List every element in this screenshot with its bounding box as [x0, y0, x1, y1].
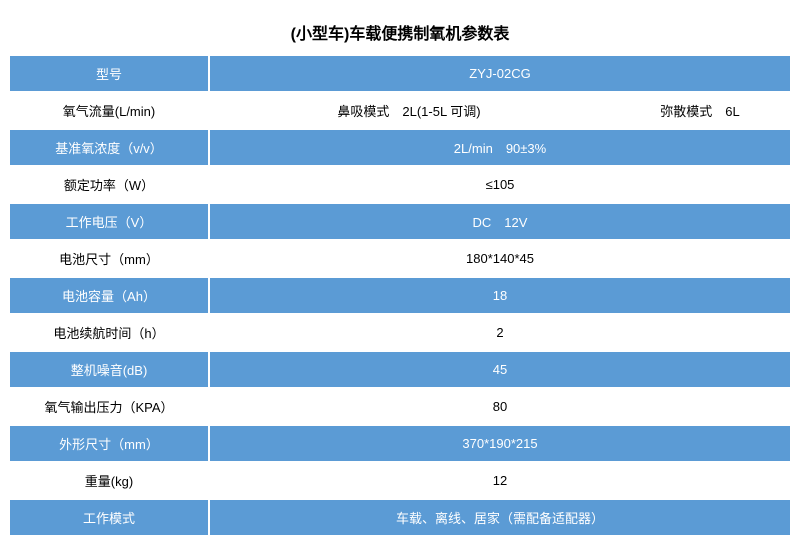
row-value-left: 鼻吸模式 2L(1-5L 可调)	[209, 92, 609, 129]
row-value: 180*140*45	[209, 240, 791, 277]
row-label: 基准氧浓度（v/v）	[9, 129, 209, 166]
row-label: 外形尺寸（mm）	[9, 425, 209, 462]
table-row: 氧气流量(L/min)鼻吸模式 2L(1-5L 可调)弥散模式 6L	[9, 92, 791, 129]
row-label: 额定功率（W）	[9, 166, 209, 203]
row-label: 工作电压（V）	[9, 203, 209, 240]
row-label: 氧气流量(L/min)	[9, 92, 209, 129]
row-label: 电池容量（Ah）	[9, 277, 209, 314]
row-value-right: 弥散模式 6L	[609, 92, 791, 129]
row-value: DC 12V	[209, 203, 791, 240]
table-row: 工作电压（V）DC 12V	[9, 203, 791, 240]
table-row: 电池续航时间（h）2	[9, 314, 791, 351]
row-label: 整机噪音(dB)	[9, 351, 209, 388]
table-row: 型号ZYJ-02CG	[9, 55, 791, 92]
row-value: 80	[209, 388, 791, 425]
row-label: 工作模式	[9, 499, 209, 536]
row-value: 45	[209, 351, 791, 388]
table-row: 整机噪音(dB)45	[9, 351, 791, 388]
row-label: 电池续航时间（h）	[9, 314, 209, 351]
row-value: 18	[209, 277, 791, 314]
table-row: 电池尺寸（mm）180*140*45	[9, 240, 791, 277]
table-row: 额定功率（W）≤105	[9, 166, 791, 203]
row-value: 车载、离线、居家（需配备适配器）	[209, 499, 791, 536]
row-label: 电池尺寸（mm）	[9, 240, 209, 277]
row-value: 12	[209, 462, 791, 499]
row-label: 型号	[9, 55, 209, 92]
table-title: (小型车)车载便携制氧机参数表	[9, 9, 791, 55]
row-value: 370*190*215	[209, 425, 791, 462]
table-body: 型号ZYJ-02CG氧气流量(L/min)鼻吸模式 2L(1-5L 可调)弥散模…	[9, 55, 791, 536]
table-row: 重量(kg)12	[9, 462, 791, 499]
table-row: 外形尺寸（mm）370*190*215	[9, 425, 791, 462]
row-label: 重量(kg)	[9, 462, 209, 499]
table-row: 氧气输出压力（KPA）80	[9, 388, 791, 425]
row-label: 氧气输出压力（KPA）	[9, 388, 209, 425]
spec-table: (小型车)车载便携制氧机参数表 型号ZYJ-02CG氧气流量(L/min)鼻吸模…	[8, 8, 792, 537]
table-row: 基准氧浓度（v/v）2L/min 90±3%	[9, 129, 791, 166]
table-row: 工作模式车载、离线、居家（需配备适配器）	[9, 499, 791, 536]
row-value: ZYJ-02CG	[209, 55, 791, 92]
row-value: 2L/min 90±3%	[209, 129, 791, 166]
row-value: ≤105	[209, 166, 791, 203]
table-row: 电池容量（Ah）18	[9, 277, 791, 314]
row-value: 2	[209, 314, 791, 351]
